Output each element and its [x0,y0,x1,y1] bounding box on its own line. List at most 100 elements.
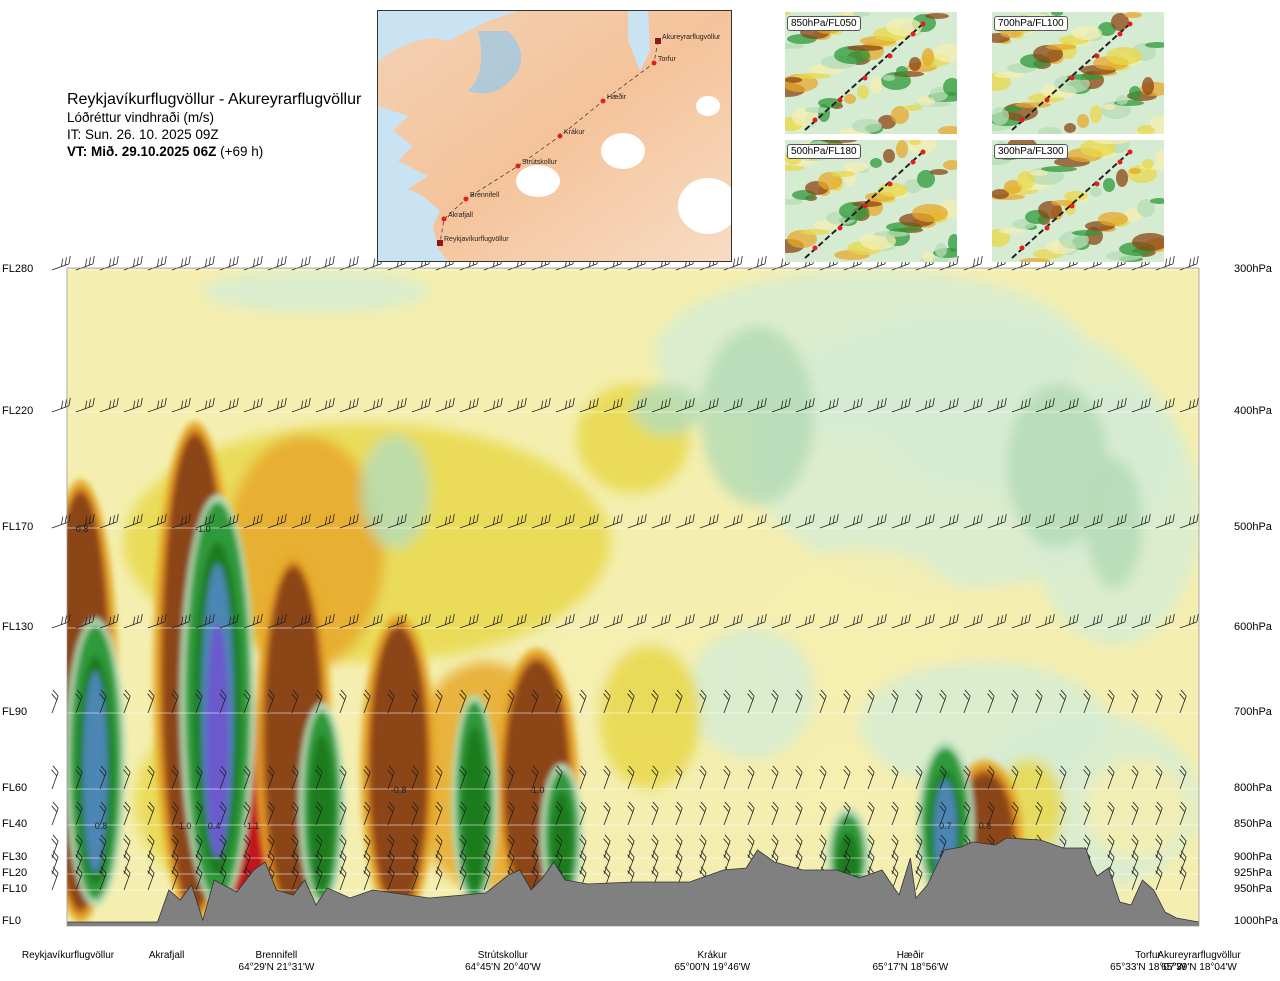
wind-barb-staff [963,771,971,790]
wind-barb-feather [915,838,922,846]
pressure-level-label: 850hPa [1234,818,1272,830]
wind-barb-feather [339,769,346,777]
wind-barb-feather [340,689,347,697]
wind-barb [939,689,947,714]
wind-barb [747,613,767,629]
wind-barb-feather [452,513,455,522]
wind-barb-feather [1084,834,1091,842]
wind-barb [51,801,59,826]
wind-barb-feather [1132,765,1139,773]
wind-barb-feather [652,801,659,809]
wind-barb-staff [867,405,886,413]
flight-level-label: FL60 [2,782,28,794]
wind-barb-feather [164,513,167,522]
wind-barb [315,834,323,859]
level-map-blob [943,78,957,96]
wind-barb-staff [795,405,814,413]
wind-barb-feather [268,850,275,858]
wind-barb-feather [232,257,235,266]
wind-barb [459,689,467,714]
wind-barb [147,689,155,714]
valid-time-offset: (+69 h) [220,144,264,159]
wind-barb-staff [939,621,958,629]
wind-barb-feather [380,397,383,406]
wind-barb-staff [75,771,83,790]
wind-barb-feather [892,850,899,858]
level-map-blob [943,160,957,170]
wind-barb-staff [147,856,155,875]
wind-barb [291,765,299,790]
wind-barb-feather [565,516,568,525]
wind-barb-feather [112,257,115,266]
wind-barb [699,765,707,790]
wind-barb-staff [579,840,587,859]
wind-barb-staff [339,840,347,859]
level-map-500[interactable]: 500hPa/FL180 [785,140,957,262]
wind-barb [699,397,719,413]
wind-barb-feather [112,515,115,524]
wind-barb [171,613,191,629]
wind-barb-staff [1035,405,1054,413]
wind-barb-staff [411,263,430,271]
wind-barb-staff [819,695,827,714]
wind-barb-staff [411,621,430,629]
wind-barb-feather [380,513,383,522]
wind-barb-staff [699,695,707,714]
wind-barb [627,850,635,875]
wind-barb-feather [171,769,178,777]
wind-barb-feather [140,397,143,406]
wind-barb [867,613,887,629]
wind-barb-feather [212,255,215,264]
wind-barb-feather [517,516,520,525]
wind-barb-feather [280,399,283,408]
level-map-blob [883,149,895,163]
wind-barb-feather [76,801,83,809]
wind-barb [123,689,131,714]
wind-barb-feather [267,838,274,846]
wind-barb-feather [1000,615,1003,624]
level-map-700[interactable]: 700hPa/FL100 [992,12,1164,134]
wind-barb [459,397,479,413]
wind-barb [1155,255,1175,271]
wind-barb-staff [531,695,539,714]
wind-barb-feather [316,866,323,874]
wind-barb-feather [291,838,298,846]
wind-barb-staff [699,856,707,875]
wind-barb-feather [700,850,707,858]
wind-barb-feather [712,615,715,624]
level-map-blob [1077,114,1089,128]
wind-barb-feather [292,689,299,697]
wind-barb-staff [51,695,59,714]
wind-barb-feather [1179,838,1186,846]
wind-barb-feather [620,513,623,522]
wind-barb-feather [123,854,130,862]
wind-barb-feather [925,400,928,409]
wind-barb [1059,397,1079,413]
station-coord: 65°17'N 18°56'W [872,962,949,973]
wind-barb-feather [860,613,863,622]
wind-barb-feather [195,769,202,777]
level-map-850[interactable]: 850hPa/FL050 [785,12,957,134]
wind-barb-staff [363,621,382,629]
level-map-blob [844,162,868,172]
wind-barb-feather [603,693,610,701]
level-map-waypoint [887,53,893,59]
station-name: Strútskollur [477,950,528,961]
wind-barb-staff [123,521,142,529]
place-label: Akureyrarflugvöllur [662,34,721,41]
wind-barb-feather [1172,613,1175,622]
value-label: -1.0 [176,821,192,831]
wind-barb [243,834,251,859]
wind-barb-staff [867,856,875,875]
wind-barb-feather [795,838,802,846]
wind-barb-feather [1035,769,1042,777]
level-map-blob [1142,77,1154,95]
wind-barb-feather [64,615,67,624]
level-map-blob [831,171,855,177]
wind-barb [1155,765,1163,790]
wind-barb-feather [1165,258,1168,267]
wind-barb-feather [188,613,191,622]
wind-barb-staff [963,807,971,826]
level-map-300[interactable]: 300hPa/FL300 [992,140,1164,262]
